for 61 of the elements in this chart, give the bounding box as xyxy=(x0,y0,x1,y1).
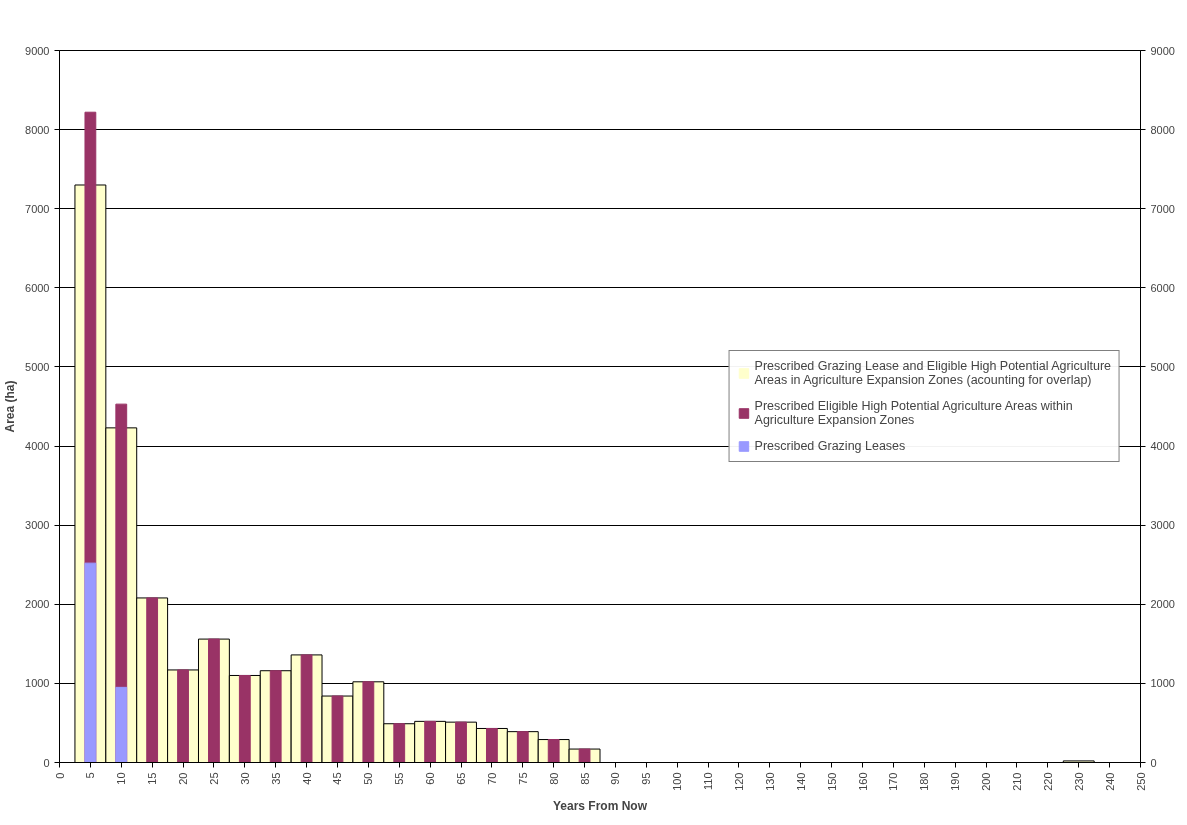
y2-tick-label: 1000 xyxy=(1150,677,1175,690)
x-tick-label: 95 xyxy=(640,772,653,785)
y2-tick-label: 2000 xyxy=(1150,598,1175,611)
x-tick-label: 55 xyxy=(393,772,406,785)
x-tick-label: 160 xyxy=(856,772,869,791)
x-tick-label: 100 xyxy=(671,772,684,791)
legend-label: Prescribed Eligible High Potential Agriculture Areas within Agriculture Expansion Zones xyxy=(754,399,1073,427)
y-axis-title: Area (ha) xyxy=(3,380,18,433)
y2-tick-label: 9000 xyxy=(1150,44,1175,57)
x-tick-label: 60 xyxy=(424,772,437,785)
x-tick-label: 5 xyxy=(84,772,97,779)
legend-label: Prescribed Grazing Lease and Eligible High Potential Agriculture Areas in Agriculture Expansion Zones (acounting for overlap) xyxy=(754,359,1111,387)
y2-tick-label: 7000 xyxy=(1150,202,1175,215)
x-tick-label: 10 xyxy=(115,772,128,785)
y-tick-label: 0 xyxy=(43,756,50,769)
x-tick-label: 130 xyxy=(763,772,776,791)
x-tick-label: 210 xyxy=(1010,772,1023,791)
x-tick-label: 120 xyxy=(732,772,745,791)
x-tick-label: 20 xyxy=(177,772,190,785)
x-tick-label: 75 xyxy=(516,772,529,785)
x-tick-label: 40 xyxy=(300,772,313,785)
x-tick-label: 150 xyxy=(825,772,838,791)
legend-label: Prescribed Grazing Leases xyxy=(754,439,906,453)
x-tick-label: 0 xyxy=(53,772,66,779)
x-tick-label: 80 xyxy=(547,772,560,785)
y2-tick-label: 5000 xyxy=(1150,360,1175,373)
y-tick-label: 4000 xyxy=(25,440,50,453)
y2-tick-label: 8000 xyxy=(1150,123,1175,136)
x-tick-label: 30 xyxy=(238,772,251,785)
y-tick-label: 5000 xyxy=(25,360,50,373)
x-tick-label: 90 xyxy=(609,772,622,785)
x-tick-label: 180 xyxy=(918,772,931,791)
y2-tick-label: 3000 xyxy=(1150,519,1175,532)
x-tick-label: 140 xyxy=(794,772,807,791)
x-tick-label: 70 xyxy=(485,772,498,785)
x-tick-label: 85 xyxy=(578,772,591,785)
y-tick-label: 6000 xyxy=(25,281,50,294)
x-tick-label: 240 xyxy=(1103,772,1116,791)
x-tick-label: 170 xyxy=(887,772,900,791)
x-tick-label: 230 xyxy=(1072,772,1085,791)
x-tick-label: 250 xyxy=(1134,772,1147,791)
y-tick-label: 3000 xyxy=(25,519,50,532)
y-tick-label: 1000 xyxy=(25,677,50,690)
y2-tick-label: 0 xyxy=(1150,756,1157,769)
x-tick-label: 200 xyxy=(980,772,993,791)
y-tick-label: 7000 xyxy=(25,202,50,215)
x-tick-label: 65 xyxy=(455,772,468,785)
x-tick-label: 15 xyxy=(146,772,159,785)
x-tick-label: 220 xyxy=(1041,772,1054,791)
y-tick-label: 2000 xyxy=(25,598,50,611)
x-tick-label: 50 xyxy=(362,772,375,785)
y-tick-label: 8000 xyxy=(25,123,50,136)
y2-tick-label: 6000 xyxy=(1150,281,1175,294)
x-axis-title: Years From Now xyxy=(552,798,648,813)
x-tick-label: 35 xyxy=(269,772,282,785)
x-tick-label: 110 xyxy=(702,772,715,791)
y2-tick-label: 4000 xyxy=(1150,440,1175,453)
x-tick-label: 25 xyxy=(207,772,220,785)
x-tick-label: 190 xyxy=(949,772,962,791)
y-tick-label: 9000 xyxy=(25,44,50,57)
x-tick-label: 45 xyxy=(331,772,344,785)
